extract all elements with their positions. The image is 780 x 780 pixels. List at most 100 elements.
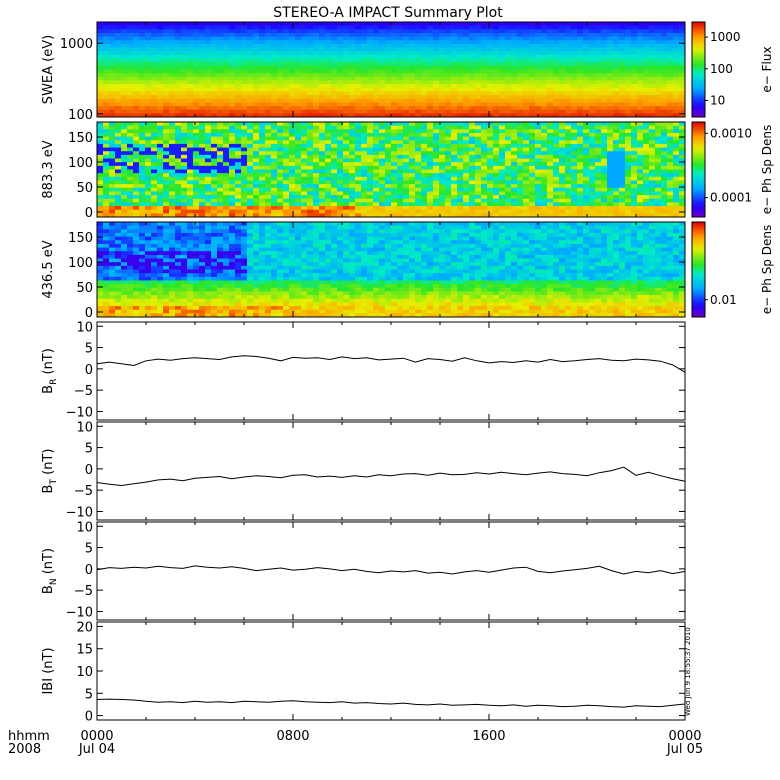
heatmap-cell: [211, 113, 218, 118]
heatmap-cell: [139, 95, 146, 100]
heatmap-cell: [175, 109, 182, 114]
heatmap-cell: [169, 143, 176, 148]
heatmap-cell: [133, 80, 140, 85]
heatmap-cell: [589, 187, 596, 192]
heatmap-cell: [505, 29, 512, 34]
heatmap-cell: [571, 122, 578, 127]
heatmap-cell: [97, 109, 104, 114]
heatmap-cell: [445, 184, 452, 189]
heatmap-cell: [403, 132, 410, 138]
heatmap-cell: [451, 84, 458, 89]
heatmap-cell: [397, 213, 404, 218]
heatmap-cell: [427, 91, 434, 96]
heatmap-cell: [199, 58, 206, 63]
heatmap-cell: [211, 191, 218, 196]
heatmap-cell: [301, 69, 308, 74]
heatmap-cell: [559, 80, 566, 85]
heatmap-cell: [661, 54, 668, 59]
heatmap-cell: [487, 84, 494, 89]
heatmap-cell: [493, 191, 500, 196]
heatmap-cell: [505, 47, 512, 52]
heatmap-cell: [343, 180, 350, 185]
heatmap-cell: [259, 22, 266, 27]
heatmap-cell: [571, 158, 578, 163]
heatmap-cell: [475, 140, 482, 145]
heatmap-cell: [97, 91, 104, 96]
heatmap-cell: [427, 132, 434, 138]
heatmap-cell: [145, 147, 152, 152]
heatmap-cell: [469, 151, 476, 156]
heatmap-cell: [619, 84, 626, 89]
heatmap-cell: [403, 69, 410, 74]
heatmap-cell: [97, 106, 104, 111]
heatmap-cell: [649, 158, 656, 163]
heatmap-cell: [247, 40, 254, 45]
heatmap-cell: [181, 162, 188, 167]
heatmap-cell: [385, 113, 392, 118]
heatmap-cell: [289, 158, 296, 163]
heatmap-cell: [289, 206, 296, 211]
heatmap-cell: [577, 151, 584, 156]
heatmap-cell: [529, 98, 536, 103]
heatmap-cell: [301, 158, 308, 163]
heatmap-cell: [151, 195, 158, 200]
heatmap-cell: [307, 191, 314, 196]
heatmap-cell: [265, 43, 272, 48]
heatmap-cell: [409, 62, 416, 67]
heatmap-cell: [499, 65, 506, 70]
heatmap-cell: [673, 40, 680, 45]
heatmap-cell: [667, 58, 674, 63]
heatmap-cell: [505, 158, 512, 163]
heatmap-cell: [223, 213, 230, 218]
heatmap-cell: [253, 209, 260, 214]
heatmap-cell: [343, 47, 350, 52]
heatmap-cell: [205, 95, 212, 100]
heatmap-cell: [529, 106, 536, 111]
heatmap-cell: [127, 73, 134, 78]
heatmap-cell: [343, 65, 350, 70]
heatmap-cell: [235, 98, 242, 103]
heatmap-cell: [247, 154, 254, 159]
heatmap-cell: [301, 169, 308, 174]
heatmap-cell: [493, 29, 500, 34]
heatmap-cell: [601, 87, 608, 92]
heatmap-cell: [253, 25, 260, 30]
heatmap-cell: [271, 65, 278, 70]
heatmap-cell: [181, 29, 188, 34]
heatmap-cell: [235, 209, 242, 214]
heatmap-cell: [643, 80, 650, 85]
heatmap-cell: [619, 202, 626, 207]
heatmap-cell: [595, 29, 602, 34]
heatmap-cell: [499, 206, 506, 211]
heatmap-cell: [493, 106, 500, 111]
heatmap-cell: [187, 154, 194, 159]
heatmap-cell: [505, 125, 512, 130]
heatmap-cell: [475, 29, 482, 34]
heatmap-cell: [517, 213, 524, 218]
heatmap-cell: [397, 65, 404, 70]
heatmap-cell: [619, 47, 626, 52]
heatmap-cell: [139, 147, 146, 152]
heatmap-cell: [319, 113, 326, 118]
heatmap-cell: [313, 80, 320, 85]
heatmap-cell: [595, 54, 602, 59]
heatmap-cell: [199, 143, 206, 148]
heatmap-cell: [301, 80, 308, 85]
heatmap-cell: [445, 195, 452, 200]
heatmap-cell: [379, 109, 386, 114]
heatmap-cell: [253, 132, 260, 138]
heatmap-cell: [613, 129, 620, 134]
heatmap-cell: [583, 180, 590, 185]
heatmap-cell: [625, 125, 632, 130]
heatmap-cell: [211, 147, 218, 152]
heatmap-cell: [169, 69, 176, 74]
heatmap-cell: [229, 132, 236, 138]
heatmap-cell: [541, 202, 548, 207]
heatmap-cell: [193, 95, 200, 100]
heatmap-cell: [475, 198, 482, 203]
heatmap-cell: [607, 54, 614, 59]
heatmap-cell: [241, 140, 248, 145]
heatmap-cell: [511, 62, 518, 67]
heatmap-cell: [601, 32, 608, 38]
heatmap-cell: [157, 80, 164, 85]
